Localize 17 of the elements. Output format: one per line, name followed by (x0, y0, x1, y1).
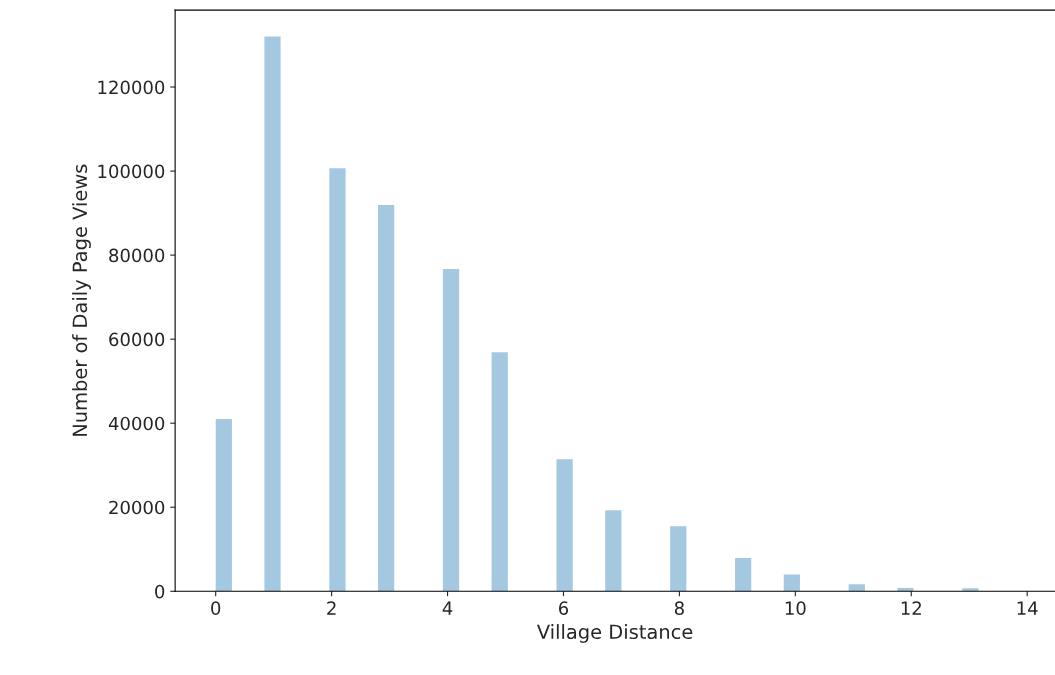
y-tick-label: 0 (155, 584, 165, 599)
x-tick-label: 0 (211, 601, 221, 615)
x-tick-label: 2 (327, 601, 336, 615)
x-tick-label: 12 (901, 601, 921, 615)
y-tick-label: 60000 (109, 332, 165, 347)
x-tick-label: 4 (442, 601, 453, 615)
x-tick-label: 10 (785, 601, 806, 615)
y-tick-label: 80000 (109, 248, 165, 263)
y-tick-label: 120000 (98, 80, 165, 95)
x-axis-title: Village Distance (536, 624, 693, 643)
x-tick-label: 8 (674, 601, 684, 615)
y-tick-label: 20000 (109, 500, 165, 515)
y-axis-title: Number of Daily Page Views (72, 164, 91, 436)
y-tick-label: 100000 (98, 164, 165, 179)
x-tick-label: 6 (559, 601, 569, 615)
y-tick-label: 40000 (108, 416, 165, 431)
x-tick-label: 14 (1017, 601, 1038, 615)
